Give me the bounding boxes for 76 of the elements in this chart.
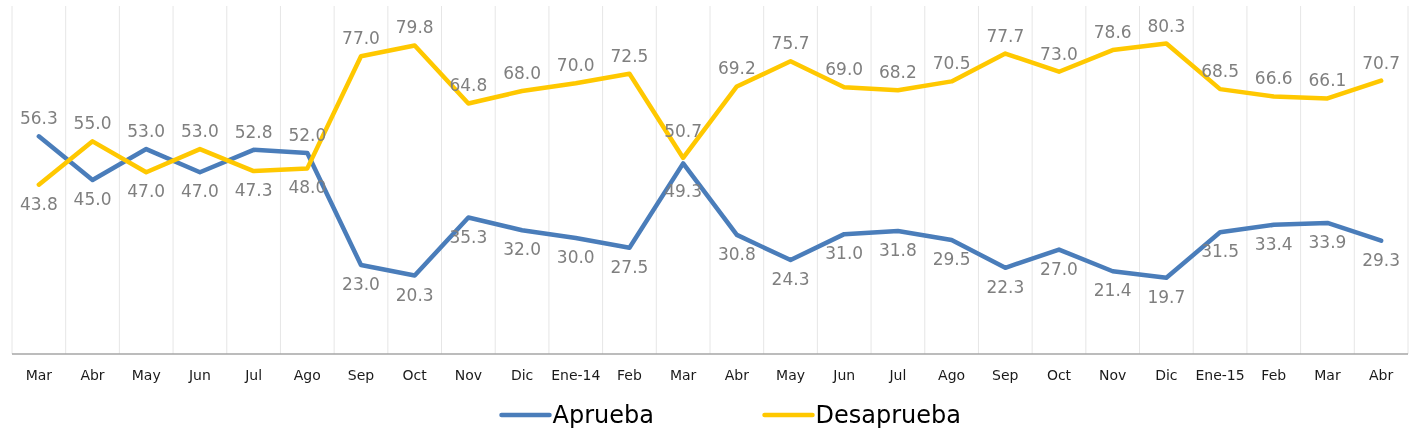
data-label: 77.0	[342, 28, 380, 49]
x-tick-label: Jun	[187, 367, 211, 383]
data-label: 19.7	[1147, 286, 1186, 307]
data-label: 52.8	[234, 121, 273, 142]
x-tick-label: Sep	[347, 367, 375, 383]
data-label: 30.8	[717, 243, 756, 264]
data-label: 70.5	[932, 53, 971, 74]
data-label: 69.2	[717, 58, 756, 79]
data-label: 56.3	[19, 108, 58, 129]
data-label: 47.3	[234, 180, 273, 201]
data-label: 78.6	[1093, 22, 1132, 43]
x-tick-label: Oct	[402, 367, 428, 383]
x-tick-label: Abr	[1369, 367, 1394, 383]
x-tick-label: Abr	[724, 367, 750, 383]
legend-label: Desaprueba	[815, 401, 961, 429]
data-label: 43.8	[19, 193, 58, 214]
data-label: 27.0	[1040, 258, 1078, 279]
data-label: 33.4	[1254, 233, 1293, 254]
x-tick-label: Ene-14	[551, 367, 601, 383]
data-label: 72.5	[610, 45, 649, 66]
x-tick-label: Jul	[244, 367, 263, 383]
data-label: 53.0	[180, 121, 219, 142]
data-label: 31.0	[825, 243, 864, 264]
data-label: 23.0	[342, 274, 380, 295]
data-label: 75.7	[771, 33, 810, 54]
x-tick-label: Mar	[25, 367, 53, 383]
data-label: 69.0	[825, 59, 864, 80]
data-label: 66.6	[1254, 68, 1293, 89]
x-tick-label: Mar	[1314, 367, 1341, 383]
data-label: 22.3	[986, 276, 1025, 297]
data-label: 30.0	[556, 247, 595, 267]
x-tick-label: Ago	[938, 367, 966, 383]
data-label: 47.0	[180, 181, 219, 202]
x-tick-label: Jul	[888, 367, 907, 383]
data-label: 31.8	[878, 240, 917, 261]
data-label: 77.7	[986, 25, 1025, 46]
x-tick-label: Nov	[454, 367, 483, 383]
data-label: 32.0	[503, 239, 542, 260]
data-label: 49.3	[664, 181, 703, 202]
x-tick-label: Ago	[293, 367, 321, 383]
data-label: 29.5	[932, 248, 971, 269]
data-label: 66.1	[1308, 70, 1347, 91]
x-tick-label: Ene-15	[1195, 367, 1245, 383]
x-tick-label: Oct	[1046, 367, 1072, 383]
x-tick-label: Feb	[1261, 367, 1287, 383]
data-label: 68.0	[503, 63, 542, 84]
data-label: 47.0	[127, 181, 166, 202]
data-label: 21.4	[1093, 280, 1132, 301]
data-label: 24.3	[771, 269, 810, 290]
x-tick-label: Dic	[510, 367, 534, 383]
x-tick-label: May	[776, 367, 806, 383]
x-tick-label: May	[131, 367, 161, 383]
legend-label: Aprueba	[552, 401, 654, 429]
data-label: 79.8	[395, 17, 434, 38]
data-label: 55.0	[73, 113, 112, 134]
data-label: 33.9	[1308, 231, 1347, 252]
x-tick-label: Feb	[617, 367, 642, 383]
data-label: 31.5	[1201, 241, 1240, 262]
data-label: 70.0	[556, 55, 595, 76]
x-tick-label: Sep	[992, 367, 1019, 383]
data-label: 35.3	[449, 226, 488, 247]
data-label: 68.5	[1201, 61, 1240, 82]
data-label: 80.3	[1147, 15, 1186, 36]
x-tick-label: Mar	[669, 367, 697, 383]
data-label: 45.0	[73, 189, 112, 209]
data-label: 20.3	[395, 284, 434, 305]
data-label: 27.5	[610, 256, 649, 277]
data-label: 73.0	[1040, 43, 1078, 64]
data-label: 53.0	[127, 121, 166, 142]
x-tick-label: Dic	[1155, 367, 1178, 383]
x-tick-label: Abr	[80, 367, 105, 383]
data-label: 70.7	[1362, 52, 1401, 73]
data-label: 29.3	[1362, 249, 1401, 270]
x-tick-label: Nov	[1099, 367, 1127, 383]
x-tick-label: Jun	[832, 367, 856, 383]
data-label: 68.2	[878, 62, 917, 83]
